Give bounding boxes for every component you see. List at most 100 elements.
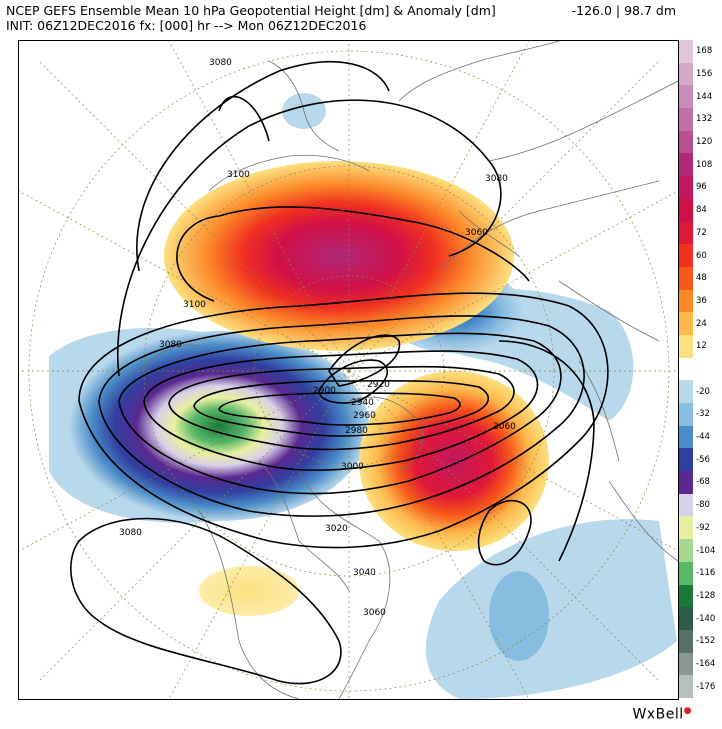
- contour-label: 2940: [351, 398, 374, 408]
- colorbar-label: -44: [696, 432, 710, 443]
- contour-3020: [118, 332, 562, 495]
- colorbar-label: -80: [696, 500, 710, 511]
- height-contours: [70, 60, 609, 685]
- colorbar-swatch: [679, 357, 693, 381]
- warm-anomaly-atlantic: [359, 371, 549, 551]
- map-panel: 3080 3100 3080 3060 3100 3080 2900 2920 …: [18, 40, 679, 700]
- colorbar-label: -128: [696, 590, 716, 601]
- colorbar-label: 36: [696, 295, 707, 306]
- contour-labels: 3080 3100 3080 3060 3100 3080 2900 2920 …: [119, 58, 516, 618]
- colorbar-label: 108: [696, 159, 713, 170]
- colorbar-label: -32: [696, 409, 710, 420]
- geopotential-map: 3080 3100 3080 3060 3100 3080 2900 2920 …: [19, 41, 678, 699]
- contour-label: 3080: [209, 58, 232, 68]
- colorbar-label: -140: [696, 613, 716, 624]
- colorbar-label: -116: [696, 568, 716, 579]
- contour-3080-outer: [136, 60, 390, 272]
- anomaly-colorbar: 168 156 144 132 120 108 96 84 72 60 48 36 24 12 -20 -32…: [679, 40, 721, 700]
- contour-3100: [176, 206, 530, 302]
- colorbar-swatch: [679, 380, 693, 404]
- contour-label: 2980: [345, 426, 368, 436]
- brand-dot-icon: ●: [683, 706, 692, 717]
- colorbar-label: 168: [696, 46, 713, 57]
- contour-label: 3060: [363, 608, 386, 618]
- colorbar-label: 120: [696, 137, 713, 148]
- colorbar-label: -20: [696, 386, 710, 397]
- contour-label: 3080: [119, 528, 142, 538]
- contour-label: 3000: [341, 462, 364, 472]
- colorbar-label: -152: [696, 636, 716, 647]
- contour-label: 3020: [325, 524, 348, 534]
- init-time: INIT: 06Z12DEC2016 fx: [000] hr --> Mon …: [6, 18, 367, 33]
- colorbar-swatch: [679, 629, 693, 653]
- contour-2900: [328, 334, 401, 387]
- cold-anomaly-core: [69, 331, 369, 521]
- contour-label: 3060: [493, 422, 516, 432]
- negative-anomaly-atlantic-core: [489, 571, 549, 661]
- contour-label: 3080: [159, 340, 182, 350]
- contour-3100-small: [218, 95, 270, 142]
- contour-label: 3100: [227, 170, 250, 180]
- colorbar-swatch: [679, 334, 693, 358]
- colorbar-swatch: [679, 584, 693, 608]
- colorbar-label: 132: [696, 114, 713, 125]
- contour-label: 2920: [367, 380, 390, 390]
- colorbar-label: -56: [696, 454, 710, 465]
- colorbar-swatch: [679, 85, 693, 109]
- warm-anomaly-arctic: [164, 161, 514, 351]
- contour-label: 3060: [465, 228, 488, 238]
- contour-2980: [168, 365, 515, 451]
- contour-3000: [143, 350, 539, 471]
- colorbar-label: -104: [696, 545, 716, 556]
- map-title: NCEP GEFS Ensemble Mean 10 hPa Geopotent…: [6, 3, 496, 18]
- wxbell-logo: WxBell●: [633, 706, 692, 723]
- colorbar-swatch: [679, 221, 693, 245]
- colorbar-label: 48: [696, 273, 707, 284]
- colorbar-swatch: [679, 539, 693, 563]
- colorbar-label: 84: [696, 205, 707, 216]
- colorbar-swatch: [679, 266, 693, 290]
- colorbar-swatch: [679, 652, 693, 676]
- colorbar-swatch: [679, 130, 693, 154]
- colorbar-swatch: [679, 312, 693, 336]
- contour-3060: [78, 292, 609, 549]
- colorbar-swatch: [679, 425, 693, 449]
- coastlines: [138, 41, 678, 699]
- colorbar-swatch: [679, 675, 693, 699]
- colorbar-label: 144: [696, 91, 713, 102]
- contour-3080-atlantic: [477, 499, 532, 566]
- contour-3080-east: [498, 340, 595, 562]
- colorbar-label: 156: [696, 69, 713, 80]
- colorbar-swatch: [679, 471, 693, 495]
- colorbar-swatch: [679, 40, 693, 63]
- colorbar-swatch: [679, 244, 693, 268]
- colorbar-label: 72: [696, 227, 707, 238]
- contour-label: 2900: [313, 386, 336, 396]
- contour-label: 2960: [353, 411, 376, 421]
- colorbar-swatch: [679, 198, 693, 222]
- colorbar-label: -92: [696, 522, 710, 533]
- contour-label: 3040: [353, 568, 376, 578]
- contour-label: 3100: [183, 300, 206, 310]
- colorbar-swatch: [679, 561, 693, 585]
- contour-label: 3080: [485, 174, 508, 184]
- colorbar-label: -176: [696, 681, 716, 692]
- contour-3080-north: [117, 99, 502, 377]
- colorbar-label: 12: [696, 341, 707, 352]
- latlon-grid: [19, 41, 678, 699]
- colorbar-swatch: [679, 607, 693, 631]
- colorbar-swatch: [679, 108, 693, 132]
- colorbar-swatch: [679, 493, 693, 517]
- colorbar-swatch: [679, 289, 693, 313]
- colorbar-swatch: [679, 516, 693, 540]
- colorbar-swatch: [679, 62, 693, 86]
- contour-3080-south: [70, 517, 342, 685]
- colorbar-swatch: [679, 176, 693, 200]
- contour-2960: [193, 379, 489, 437]
- colorbar-swatch: [679, 153, 693, 177]
- colorbar-swatch: [679, 448, 693, 472]
- warm-anomaly-small: [199, 566, 299, 616]
- brand-text: WxBell: [632, 707, 684, 723]
- colorbar-label: -164: [696, 658, 716, 669]
- contour-3040: [98, 315, 585, 517]
